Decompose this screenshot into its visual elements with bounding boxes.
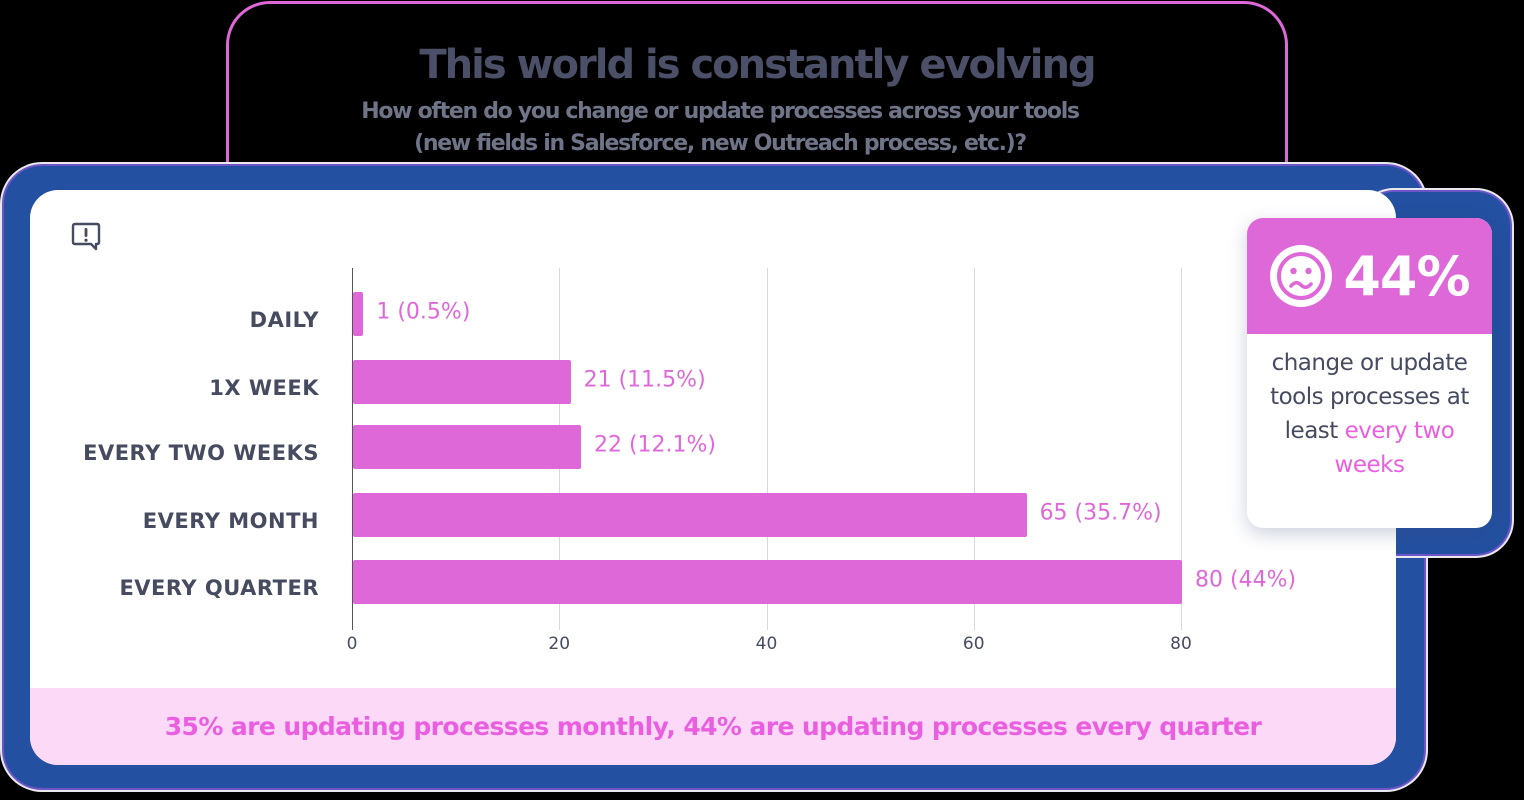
x-tick-label: 80: [1170, 634, 1192, 654]
x-tick-label: 20: [548, 634, 571, 654]
category-label: EVERY TWO WEEKS: [83, 441, 319, 465]
gridline: [973, 268, 975, 630]
category-label: EVERY MONTH: [142, 509, 319, 533]
gridline: [766, 268, 768, 630]
gridline: [1181, 268, 1182, 630]
bar: [353, 292, 364, 336]
worried-face-icon: [1270, 245, 1333, 307]
subtitle-line-2: (new fields in Salesforce, new Outreach …: [414, 131, 1027, 156]
alert-message-icon: [71, 222, 101, 251]
page-subtitle: How often do you change or update proces…: [270, 96, 1170, 160]
chart-card: 0 20 40 60 80 DAILY 1 (0.5%) 1X WEEK 21 (11.5%) E…: [30, 190, 1396, 765]
category-label: DAILY: [249, 308, 319, 332]
stat-description: change or update tools processes at leas…: [1247, 334, 1492, 482]
stat-text-highlight: every two weeks: [1334, 418, 1455, 478]
bar: [353, 560, 1182, 604]
footer-summary: 35% are updating processes monthly, 44% …: [30, 688, 1396, 765]
category-label: EVERY QUARTER: [119, 576, 319, 600]
bar: [353, 493, 1027, 537]
stat-text: change or update tools processes at leas…: [1270, 350, 1469, 444]
bar-value-label: 80 (44%): [1195, 567, 1297, 593]
stat-card: 44% change or update tools processes at …: [1247, 218, 1492, 528]
bar: [353, 360, 571, 404]
stat-value: 44%: [1343, 244, 1470, 308]
bar-value-label: 1 (0.5%): [376, 299, 471, 325]
bar-value-label: 21 (11.5%): [583, 367, 706, 393]
bar-value-label: 22 (12.1%): [593, 432, 717, 458]
subtitle-line-1: How often do you change or update proces…: [361, 99, 1080, 124]
page-title: This world is constantly evolving: [419, 42, 1096, 88]
x-tick-label: 40: [755, 634, 778, 654]
category-label: 1X WEEK: [209, 376, 319, 400]
bar-value-label: 65 (35.7%): [1039, 500, 1162, 526]
bar: [353, 425, 581, 469]
y-axis-line: [352, 268, 353, 630]
stat-card-header: 44%: [1247, 218, 1492, 334]
x-tick-label: 0: [346, 634, 358, 654]
x-tick-label: 60: [962, 634, 985, 654]
